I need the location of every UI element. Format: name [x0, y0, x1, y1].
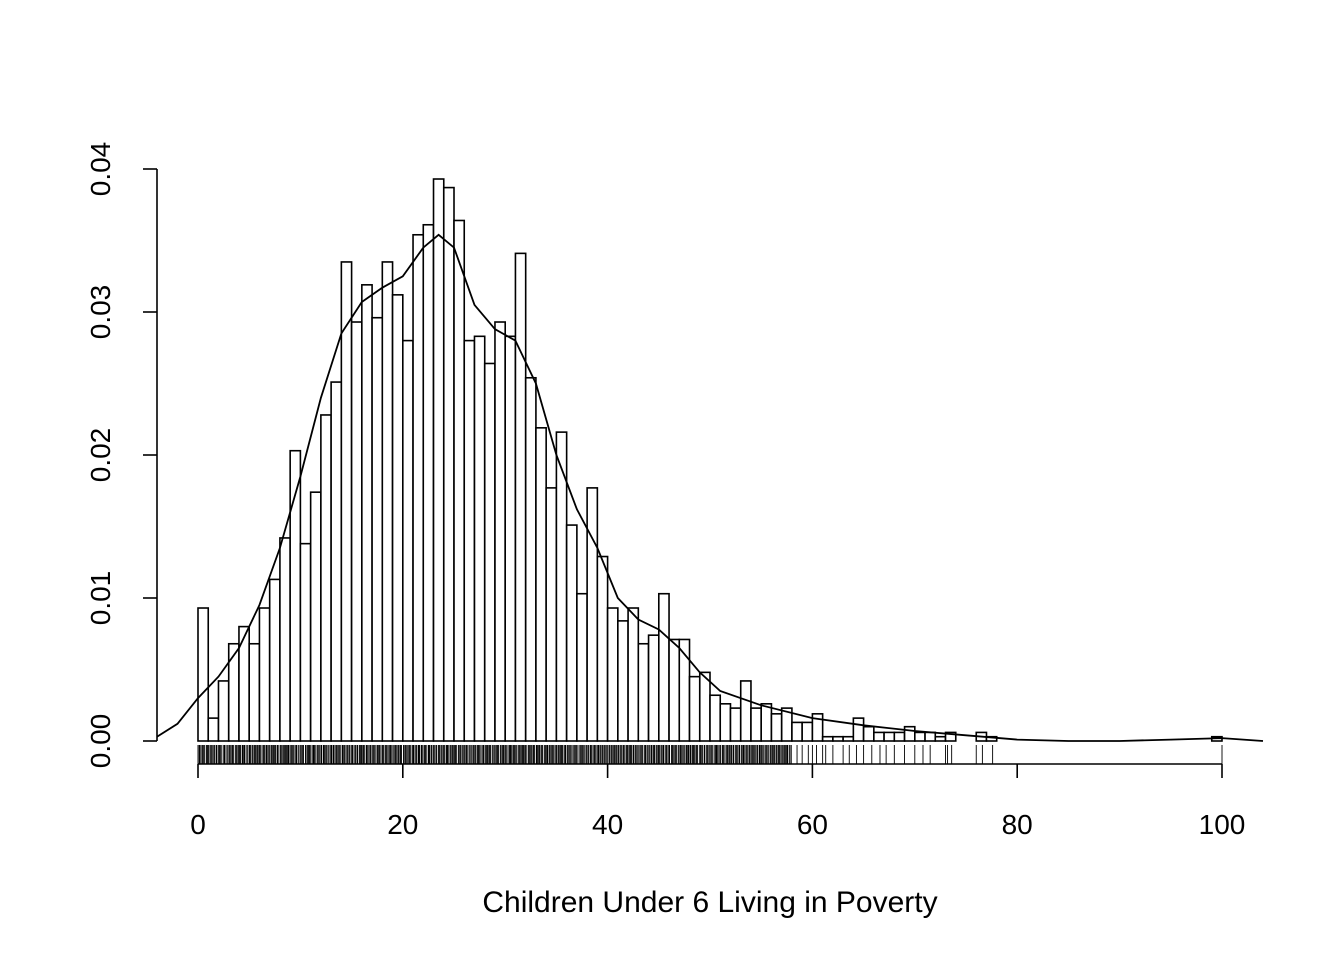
- histogram-bar: [330, 381, 343, 742]
- histogram-bar: [217, 680, 230, 742]
- histogram-bar: [832, 735, 844, 742]
- y-tick-label: 0.00: [85, 714, 116, 769]
- histogram-bar: [647, 634, 660, 742]
- x-tick-label: 0: [190, 809, 206, 840]
- x-tick-label: 40: [592, 809, 623, 840]
- histogram-bar: [442, 186, 455, 742]
- histogram-bar: [596, 555, 609, 742]
- x-axis-title: Children Under 6 Living in Poverty: [482, 886, 937, 919]
- histogram-bar: [473, 335, 486, 742]
- histogram-bar: [258, 607, 271, 742]
- histogram-bar: [760, 703, 773, 742]
- histogram-bar: [371, 316, 384, 742]
- histogram-bar: [606, 607, 619, 742]
- histogram-bar: [432, 178, 445, 742]
- histogram-bar: [698, 671, 711, 742]
- histogram-bar: [197, 607, 210, 742]
- histogram-bar: [453, 219, 466, 742]
- x-tick-label: 20: [387, 809, 418, 840]
- y-axis: 0.00 0.01 0.02 0.03 0.04: [85, 142, 158, 769]
- y-tick-label: 0.03: [85, 285, 116, 340]
- x-axis: 0 20 40 60 80 100: [190, 763, 1246, 840]
- rug-plot: [197, 745, 1223, 764]
- histogram-bar: [801, 721, 814, 742]
- histogram-bar: [729, 707, 742, 742]
- histogram-bar: [750, 707, 763, 742]
- histogram-bar: [862, 725, 875, 742]
- histogram-bar: [381, 261, 394, 742]
- histogram-bar: [934, 735, 947, 742]
- histogram-bar: [842, 735, 855, 742]
- histogram-bar: [719, 703, 732, 742]
- histogram-bar: [944, 731, 957, 742]
- x-tick-label: 80: [1002, 809, 1033, 840]
- histogram-bar: [279, 537, 291, 742]
- histogram-bar: [504, 335, 517, 742]
- histogram-bar: [299, 542, 312, 742]
- histogram-bar: [565, 524, 578, 742]
- histogram-bar: [524, 376, 537, 742]
- histogram-bar: [903, 725, 916, 742]
- histogram-bar: [739, 680, 752, 742]
- histogram-bar: [657, 592, 670, 742]
- histogram-bars: [197, 178, 1223, 742]
- histogram-bar: [268, 578, 281, 742]
- histogram-bar: [924, 731, 937, 742]
- histogram-bar: [391, 294, 404, 742]
- histogram-bar: [401, 339, 414, 742]
- histogram-bar: [309, 491, 322, 742]
- histogram-bar: [227, 642, 240, 742]
- y-tick-label: 0.02: [85, 428, 116, 483]
- histogram-bar: [617, 620, 629, 742]
- y-tick-label: 0.01: [85, 571, 116, 626]
- histogram-bar: [709, 694, 722, 742]
- histogram-bar: [770, 713, 783, 742]
- histogram-bar: [883, 731, 896, 742]
- histogram-bar: [514, 252, 527, 742]
- histogram-bar: [852, 717, 865, 742]
- histogram-bar: [821, 735, 834, 742]
- histogram-bar: [422, 223, 435, 742]
- histogram-bar: [340, 261, 353, 742]
- histogram-bar: [320, 414, 332, 742]
- y-tick-label: 0.04: [85, 142, 116, 197]
- histogram-bar: [463, 339, 476, 742]
- histogram-bar: [350, 321, 363, 742]
- histogram-bar: [545, 487, 558, 742]
- histogram-bar: [586, 487, 599, 742]
- histogram-bar: [576, 592, 588, 742]
- histogram-bar: [207, 717, 220, 742]
- histogram-bar: [483, 362, 496, 742]
- histogram-bar: [248, 642, 261, 742]
- histogram-bar: [627, 607, 640, 742]
- histogram-bar: [688, 675, 701, 742]
- histogram-bar: [637, 642, 650, 742]
- histogram-bar: [361, 284, 373, 742]
- x-tick-label: 60: [797, 809, 828, 840]
- histogram-bar: [791, 721, 803, 742]
- histogram-bar: [535, 427, 547, 742]
- histogram-bar: [913, 731, 926, 742]
- x-tick-label: 100: [1199, 809, 1246, 840]
- histogram-bar: [893, 731, 906, 742]
- histogram-bar: [668, 638, 681, 742]
- histogram-bar: [873, 731, 885, 742]
- histogram-bar: [494, 321, 506, 742]
- histogram-bar: [811, 713, 824, 742]
- histogram-bar: [412, 233, 425, 742]
- density-curve: [156, 233, 1264, 742]
